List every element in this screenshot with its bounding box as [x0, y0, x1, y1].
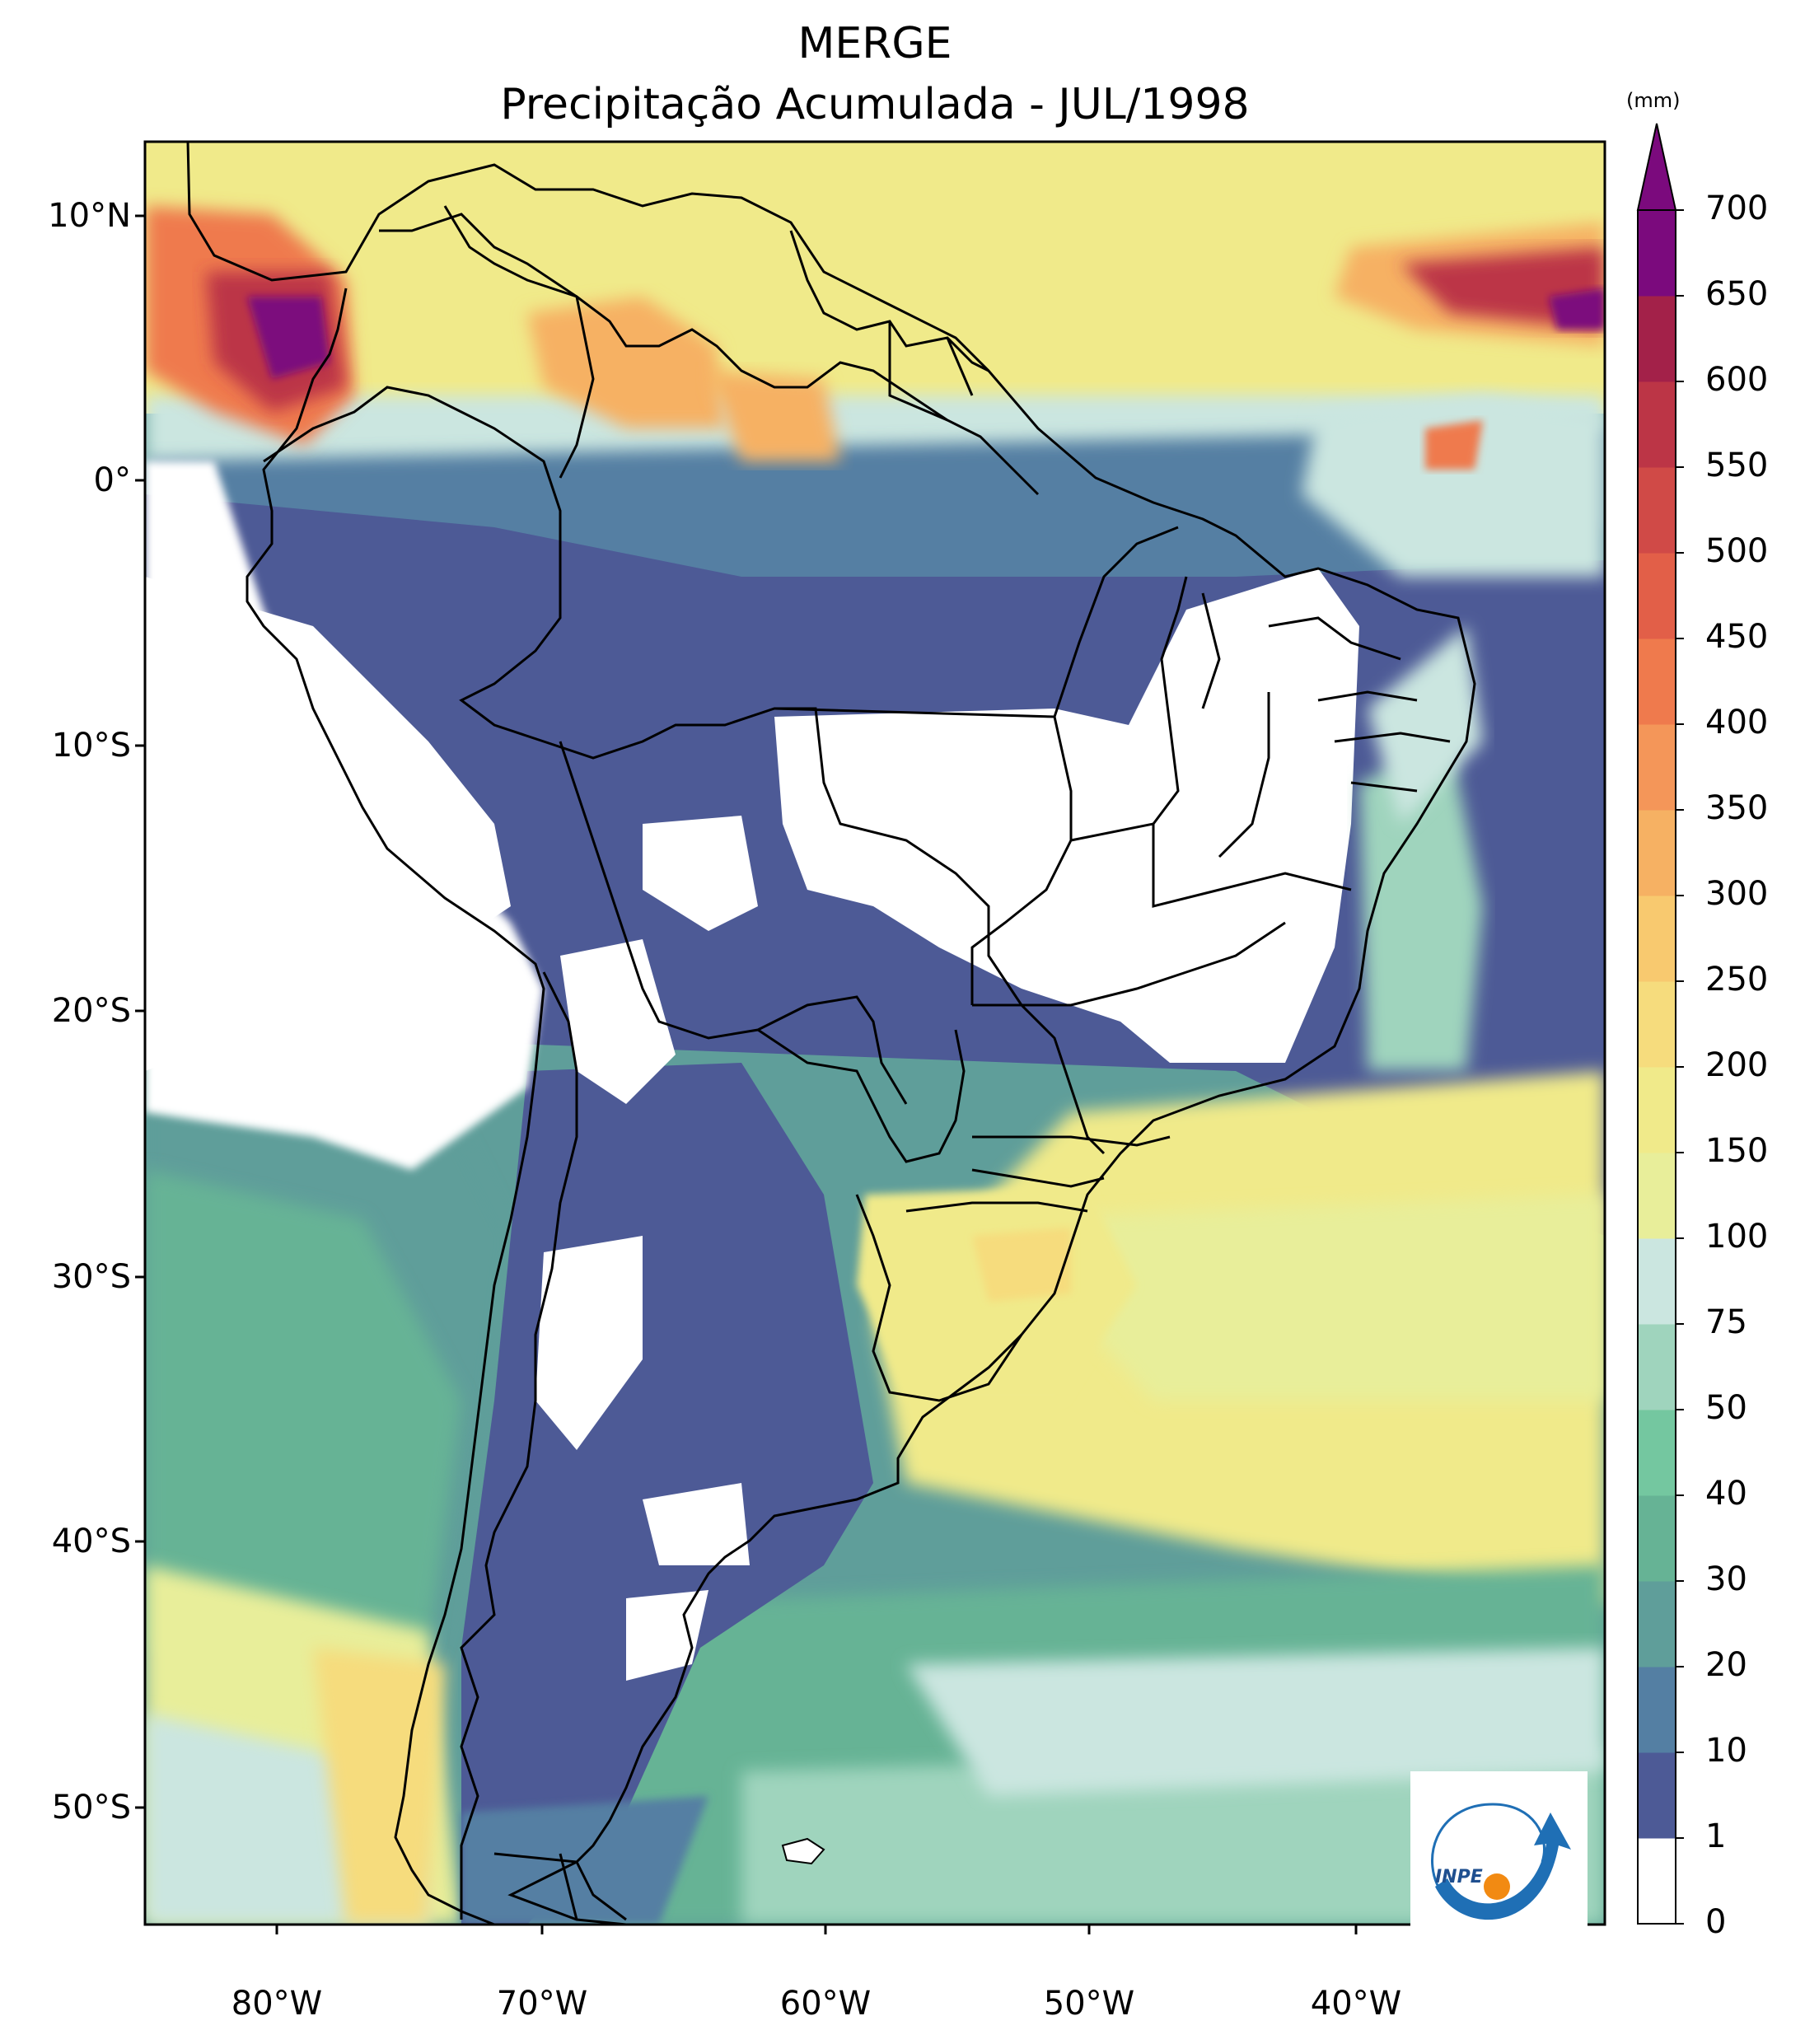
colorbar-level-label: 100	[1705, 1218, 1769, 1256]
map-title: MERGE	[797, 19, 952, 68]
colorbar-level-label: 75	[1705, 1303, 1747, 1341]
axis-ticks	[135, 214, 1358, 1934]
colorbar-level-label: 40	[1705, 1475, 1747, 1513]
colorbar-segment	[1638, 296, 1676, 382]
lon-tick-label: 60°W	[779, 1985, 872, 2023]
colorbar-segment	[1638, 981, 1676, 1068]
colorbar-segment	[1638, 553, 1676, 639]
falkland-islands	[781, 1837, 825, 1865]
colorbar-unit: (mm)	[1626, 89, 1681, 112]
tierra-del-fuego	[493, 1852, 627, 1921]
colorbar-extend-arrow	[1636, 123, 1677, 211]
colombia-venezuela-border	[379, 213, 595, 479]
lat-tick-label: 0°	[93, 461, 131, 499]
colorbar-segment	[1638, 810, 1676, 896]
colorbar	[1636, 123, 1684, 1925]
colorbar-segment	[1638, 381, 1676, 468]
lon-tick-label: 80°W	[231, 1985, 323, 2023]
inpe-logo-text: INPE	[1435, 1867, 1483, 1887]
colorbar-level-label: 30	[1705, 1560, 1747, 1598]
colorbar-segment	[1638, 210, 1676, 297]
colorbar-segment	[1638, 467, 1676, 554]
colorbar-segment	[1638, 1581, 1676, 1667]
colorbar-segment	[1638, 1067, 1676, 1153]
map-subtitle: Precipitação Acumulada - JUL/1998	[500, 80, 1250, 129]
colorbar-level-label: 450	[1705, 618, 1769, 656]
colorbar-segment	[1638, 1752, 1676, 1839]
peru-ecuador-border	[263, 386, 562, 560]
colorbar-segment	[1638, 1495, 1676, 1582]
bolivia-border	[559, 741, 908, 1105]
colorbar-segment	[1638, 724, 1676, 811]
colorbar-level-label: 200	[1705, 1046, 1769, 1084]
colorbar-level-label: 20	[1705, 1646, 1747, 1684]
lat-tick-label: 10°N	[48, 197, 131, 235]
lon-tick-label: 50°W	[1043, 1985, 1135, 2023]
colorbar-level-label: 150	[1705, 1132, 1769, 1170]
colorbar-segment	[1638, 1153, 1676, 1239]
colorbar-level-label: 400	[1705, 704, 1769, 741]
brazil-north-border	[443, 205, 1040, 496]
inpe-logo: INPE	[1410, 1771, 1588, 1946]
lon-tick-label: 40°W	[1310, 1985, 1402, 2023]
colorbar-level-label: 700	[1705, 189, 1769, 227]
lat-tick-label: 50°S	[51, 1789, 131, 1827]
colorbar-level-label: 650	[1705, 275, 1769, 313]
colorbar-level-label: 600	[1705, 361, 1769, 399]
colorbar-level-label: 350	[1705, 789, 1769, 827]
colorbar-segment	[1638, 1238, 1676, 1325]
guianas-borders	[789, 230, 989, 422]
colorbar-segment	[1638, 1667, 1676, 1753]
colorbar-level-label: 500	[1705, 532, 1769, 570]
colorbar-level-label: 300	[1705, 875, 1769, 913]
map-frame	[143, 140, 1606, 1926]
colorbar-level-label: 1	[1705, 1817, 1727, 1855]
south-america-coastline	[186, 142, 1476, 1925]
argentina-uruguay-border	[855, 1194, 1023, 1402]
colorbar-segment	[1638, 638, 1676, 725]
colorbar-level-label: 250	[1705, 961, 1769, 999]
brazil-states	[774, 526, 1451, 1213]
colorbar-level-label: 50	[1705, 1389, 1747, 1427]
colorbar-segment	[1638, 1410, 1676, 1496]
country-borders	[186, 142, 1476, 1925]
lat-tick-label: 40°S	[51, 1522, 131, 1560]
lat-tick-label: 10°S	[51, 727, 131, 765]
paraguay-border	[757, 1028, 966, 1163]
lat-tick-label: 20°S	[51, 992, 131, 1030]
colorbar-level-label: 10	[1705, 1732, 1747, 1770]
lon-tick-label: 70°W	[496, 1985, 588, 2023]
colorbar-level-label: 550	[1705, 447, 1769, 484]
andes-border	[460, 971, 578, 1920]
colorbar-segment	[1638, 1324, 1676, 1410]
precipitation-field	[145, 142, 1605, 1925]
colorbar-segment	[1638, 1838, 1676, 1925]
colorbar-segment	[1638, 896, 1676, 982]
lat-tick-label: 30°S	[51, 1258, 131, 1296]
colorbar-level-label: 0	[1705, 1903, 1727, 1941]
